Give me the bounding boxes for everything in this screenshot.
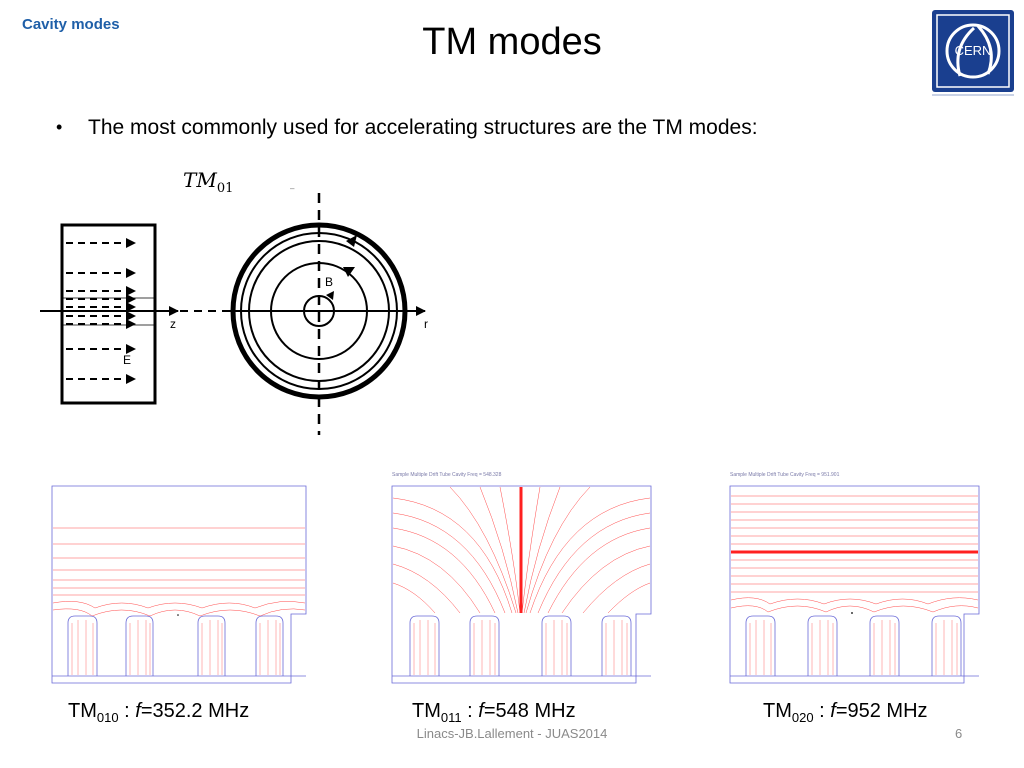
axis-r-label: r xyxy=(424,317,428,331)
gap-lines-tm010 xyxy=(71,620,281,675)
drift-tubes-tm010 xyxy=(67,615,284,676)
caption-base: TM xyxy=(763,700,792,722)
caption-tm011: TM011 : f=548 MHz xyxy=(412,700,576,725)
plot-tm020: Sample Multiple Drift Tube Cavity Freq =… xyxy=(729,472,980,684)
field-lines-tm011 xyxy=(392,486,651,614)
gap-lines-tm011 xyxy=(413,620,628,675)
caption-sep: : xyxy=(118,700,136,722)
caption-f: f xyxy=(830,700,836,722)
mode-label-base: TM xyxy=(183,168,217,192)
plot-header-tm011: Sample Multiple Drift Tube Cavity Freq =… xyxy=(392,472,502,478)
footer: Linacs-JB.Lallement - JUAS2014 xyxy=(416,726,608,741)
caption-f: f xyxy=(478,700,484,722)
axis-z-label: z xyxy=(170,317,176,331)
caption-value: =952 MHz xyxy=(835,700,928,722)
cern-logo: CERN xyxy=(932,10,1014,96)
caption-base: TM xyxy=(68,700,97,722)
plot-tm010 xyxy=(51,485,307,684)
caption-sep: : xyxy=(461,700,479,722)
plot-header-tm020: Sample Multiple Drift Tube Cavity Freq =… xyxy=(730,472,840,478)
caption-f: f xyxy=(135,700,141,722)
cavity-side-view xyxy=(60,223,157,405)
caption-sub: 010 xyxy=(96,710,119,725)
page-number: 6 xyxy=(955,726,963,741)
svg-text:‒: ‒ xyxy=(290,185,295,193)
field-diagram: z E r B ‒ xyxy=(40,185,428,435)
field-lines-tm020 xyxy=(730,495,979,613)
section-title: Cavity modes xyxy=(22,16,120,33)
caption-base: TM xyxy=(412,700,441,722)
mode-label-sub: 01 xyxy=(216,181,234,196)
plot-tm011: Sample Multiple Drift Tube Cavity Freq =… xyxy=(391,472,652,684)
bullet-icon: • xyxy=(56,117,63,137)
gap-lines-tm020 xyxy=(749,620,958,675)
caption-value: =548 MHz xyxy=(483,700,576,722)
drift-tubes-tm011 xyxy=(409,615,632,676)
slide-title: TM modes xyxy=(422,21,602,63)
caption-sub: 011 xyxy=(440,710,462,725)
caption-tm010: TM010 : f=352.2 MHz xyxy=(68,700,249,725)
mode-label: TM01 xyxy=(183,168,233,196)
field-b-label: B xyxy=(325,275,333,289)
field-lines-tm010 xyxy=(52,527,306,617)
bullet-text: The most commonly used for accelerating … xyxy=(88,116,758,139)
logo-text: CERN xyxy=(955,43,992,58)
caption-sub: 020 xyxy=(791,710,814,725)
caption-value: =352.2 MHz xyxy=(140,700,250,722)
drift-tubes-tm020 xyxy=(745,615,962,676)
caption-sep: : xyxy=(813,700,831,722)
b-field-arrows xyxy=(326,235,357,300)
field-e-label: E xyxy=(123,353,131,367)
caption-tm020: TM020 : f=952 MHz xyxy=(763,700,928,725)
